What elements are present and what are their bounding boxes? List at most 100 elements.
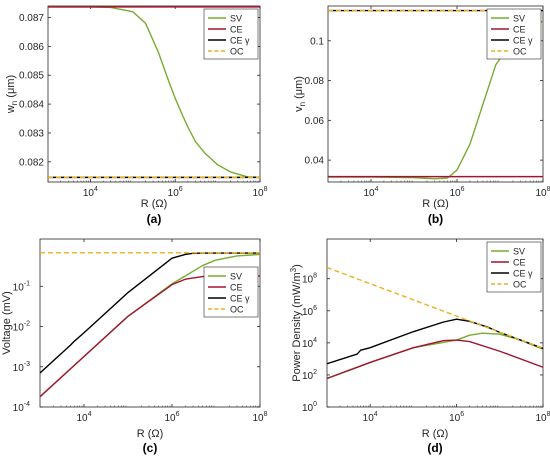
y-axis-label-sub: n (10, 101, 19, 105)
y-tick-label-exp: 8 (313, 273, 317, 280)
y-tick-label-base: 10 (302, 339, 314, 350)
y-tick-label-base: 10 (13, 403, 25, 414)
x-tick-label: 108 (252, 186, 267, 199)
panel-label: (a) (147, 212, 162, 226)
series-line-sv (48, 6, 260, 179)
y-tick-label: 10-2 (13, 321, 30, 334)
x-tick-label-exp: 4 (88, 411, 92, 418)
legend-label: CE γ (230, 36, 250, 46)
y-tick-label-exp: -2 (24, 321, 30, 328)
legend-label: OC (230, 305, 244, 315)
x-axis-label: R (Ω) (422, 198, 449, 210)
y-tick-label-exp: 4 (313, 337, 317, 344)
y-tick-label: 0.04 (305, 156, 325, 167)
legend-label: OC (513, 280, 527, 290)
y-tick-label-base: 10 (302, 371, 314, 382)
x-tick-label-exp: 6 (176, 411, 180, 418)
y-tick-label-exp: -3 (24, 361, 30, 368)
x-tick-label-base: 10 (76, 413, 88, 424)
legend-label: SV (230, 14, 242, 24)
x-tick-label-exp: 8 (547, 411, 550, 418)
x-tick-label: 104 (83, 186, 98, 199)
y-axis-label: vn (μm) (293, 76, 307, 112)
y-tick-label-base: 10 (302, 307, 314, 318)
x-axis-label: R (Ω) (422, 428, 449, 440)
y-axis-label: Voltage (mV) (1, 291, 13, 355)
y-tick-label-exp: -1 (24, 280, 30, 287)
y-axis-label-main: w (5, 105, 17, 114)
series-group (327, 266, 543, 380)
y-tick-label-base: 10 (302, 403, 314, 414)
x-tick-label: 108 (535, 411, 550, 424)
y-tick-label: 10-1 (13, 280, 30, 293)
x-tick-label: 106 (449, 186, 464, 199)
y-axis-label-main: v (293, 106, 305, 112)
legend-label: SV (513, 14, 525, 24)
x-tick-label-base: 10 (252, 413, 264, 424)
panel-label: (d) (427, 441, 442, 455)
x-tick-label: 108 (252, 411, 267, 424)
y-tick-label: 0.08 (305, 76, 325, 87)
y-tick-label: 0.086 (19, 42, 44, 53)
legend-label: CE γ (230, 294, 250, 304)
x-tick-label: 104 (363, 411, 378, 424)
legend-label: CE γ (513, 36, 533, 46)
y-tick-label-exp: 2 (313, 369, 317, 376)
x-tick-label: 106 (168, 186, 183, 199)
y-tick-label: 0.085 (19, 71, 44, 82)
legend-label: CE (230, 283, 243, 293)
legend-label: CE (513, 25, 526, 35)
x-tick-label-exp: 8 (264, 411, 268, 418)
plot-area (39, 238, 261, 408)
y-tick-label: 102 (302, 369, 317, 382)
y-tick-label: 10-3 (13, 361, 30, 374)
y-tick-label-base: 10 (13, 282, 25, 293)
legend-label: CE (230, 25, 243, 35)
y-tick-label-exp: 6 (313, 305, 317, 312)
x-tick-label-exp: 6 (460, 411, 464, 418)
x-tick-label-exp: 6 (461, 186, 465, 193)
y-axis-label-main: Power Density (mW/m (291, 272, 303, 381)
x-tick-label-base: 10 (168, 188, 180, 199)
x-tick-label-exp: 8 (547, 186, 550, 193)
x-tick-label: 104 (363, 186, 378, 199)
y-tick-label: 0.084 (19, 100, 44, 111)
legend-label: OC (513, 47, 527, 57)
x-axis-label: R (Ω) (141, 198, 168, 210)
series-group (48, 6, 260, 179)
y-axis-label-sub: n (298, 102, 307, 106)
y-axis-label: wn (μm) (5, 75, 19, 114)
y-axis-label-unit: (μm) (293, 76, 305, 102)
x-tick-label: 106 (164, 411, 179, 424)
y-tick-label-base: 10 (13, 363, 25, 374)
y-axis-label-main: Voltage (mV) (1, 291, 13, 355)
x-tick-label-exp: 4 (375, 186, 379, 193)
legend-label: SV (513, 247, 525, 257)
panel-label: (b) (428, 212, 443, 226)
x-tick-label: 106 (449, 411, 464, 424)
y-tick-label-exp: -4 (24, 401, 30, 408)
series-line-ce-gamma (40, 252, 260, 374)
series-line-oc (327, 266, 543, 350)
x-tick-label-base: 10 (164, 413, 176, 424)
legend-label: CE γ (513, 269, 533, 279)
y-tick-label-exp: 0 (313, 401, 317, 408)
x-tick-label-base: 10 (535, 413, 547, 424)
x-tick-label-base: 10 (83, 188, 95, 199)
y-tick-label: 108 (302, 273, 317, 286)
y-tick-label: 100 (302, 401, 317, 414)
x-tick-label-exp: 8 (264, 186, 268, 193)
y-tick-label: 0.1 (310, 36, 324, 47)
x-tick-label-base: 10 (252, 188, 264, 199)
x-tick-label-exp: 4 (374, 411, 378, 418)
y-tick-label: 0.06 (305, 116, 325, 127)
x-tick-label-exp: 6 (179, 186, 183, 193)
legend-label: CE (513, 258, 526, 268)
legend-label: SV (230, 272, 242, 282)
y-axis-label-sup: 3 (289, 267, 298, 272)
